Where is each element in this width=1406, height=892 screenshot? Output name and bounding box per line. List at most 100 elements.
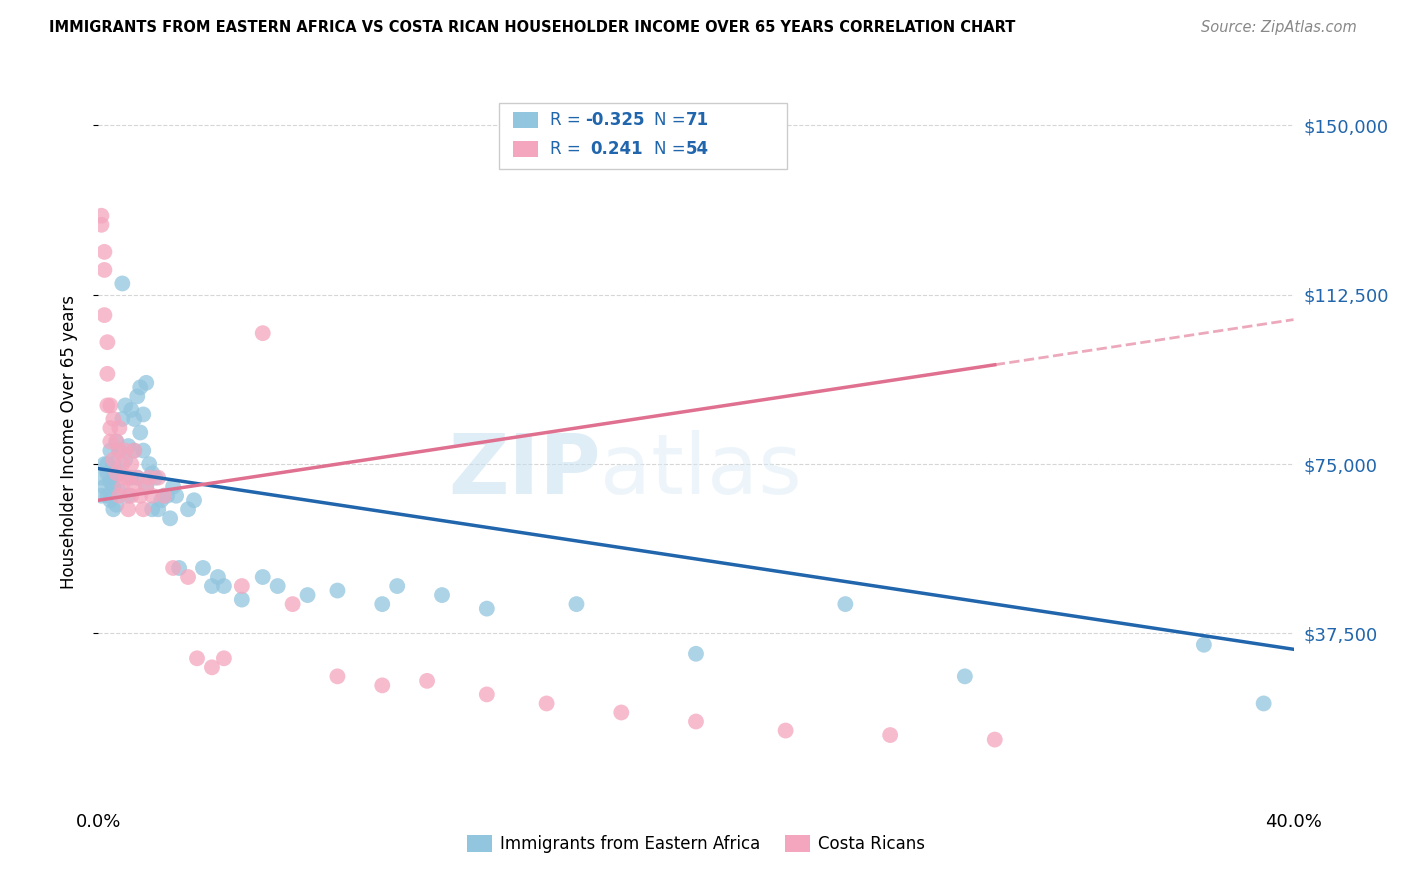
Point [120,457,142,471]
Point [207,570,229,584]
Point [153,489,176,503]
Point [93,457,115,471]
Point [141,502,163,516]
Point [371,678,394,692]
Point [124,480,146,494]
Point [201,660,224,674]
Point [124,443,146,458]
Point [135,480,157,494]
Point [114,443,136,458]
Text: atlas: atlas [600,430,801,511]
Point [111,457,134,471]
Text: R =: R = [550,112,586,129]
Point [105,466,128,480]
Point [984,732,1007,747]
Point [98,421,122,435]
Point [685,714,707,729]
Point [252,326,274,340]
Point [416,673,439,688]
Point [96,335,118,350]
Point [129,425,152,440]
Text: N =: N = [654,140,690,158]
Point [96,398,118,412]
Point [98,493,122,508]
Point [834,597,856,611]
Point [98,475,122,490]
Point [610,706,633,720]
Point [98,443,122,458]
Point [150,493,173,508]
Point [96,489,118,503]
Point [475,601,498,615]
Point [108,484,131,499]
Point [132,502,155,516]
Text: 0.241: 0.241 [591,140,643,158]
Point [141,489,163,503]
Point [114,470,136,484]
Point [108,489,131,503]
Point [135,480,157,494]
Point [96,466,118,480]
Text: 71: 71 [686,112,709,129]
Text: ZIP: ZIP [449,430,600,511]
Point [120,403,142,417]
Point [98,398,122,412]
Point [231,579,253,593]
Point [297,588,319,602]
Point [685,647,707,661]
Point [148,470,170,484]
Point [93,480,115,494]
Point [93,244,115,259]
Point [129,380,152,394]
Point [143,470,166,484]
Point [120,470,142,484]
Point [183,493,205,508]
Point [167,561,190,575]
Point [117,470,139,484]
Point [1192,638,1215,652]
Point [371,597,394,611]
Point [326,583,349,598]
Point [103,480,125,494]
Point [141,466,163,480]
Point [111,412,134,426]
Point [105,434,128,449]
Point [135,376,157,390]
Text: R =: R = [550,140,586,158]
Point [138,470,160,484]
Point [127,389,149,403]
Point [201,579,224,593]
Point [162,480,184,494]
Point [281,597,304,611]
Point [953,669,976,683]
Text: -0.325: -0.325 [585,112,644,129]
Point [212,579,235,593]
Point [90,470,112,484]
Point [165,489,187,503]
Point [120,489,142,503]
Point [103,502,125,516]
Point [212,651,235,665]
Point [177,570,200,584]
Text: Source: ZipAtlas.com: Source: ZipAtlas.com [1201,20,1357,35]
Point [108,443,131,458]
Point [105,466,128,480]
Point [148,502,170,516]
Point [430,588,453,602]
Point [111,480,134,494]
Point [191,561,214,575]
Point [105,498,128,512]
Legend: Immigrants from Eastern Africa, Costa Ricans: Immigrants from Eastern Africa, Costa Ri… [460,828,932,860]
Point [132,443,155,458]
Point [111,277,134,291]
Point [114,398,136,412]
Point [156,489,179,503]
Point [108,466,131,480]
Point [105,434,128,449]
Point [93,308,115,322]
Point [132,408,155,422]
Text: N =: N = [654,112,690,129]
Point [153,489,176,503]
Point [90,489,112,503]
Point [252,570,274,584]
